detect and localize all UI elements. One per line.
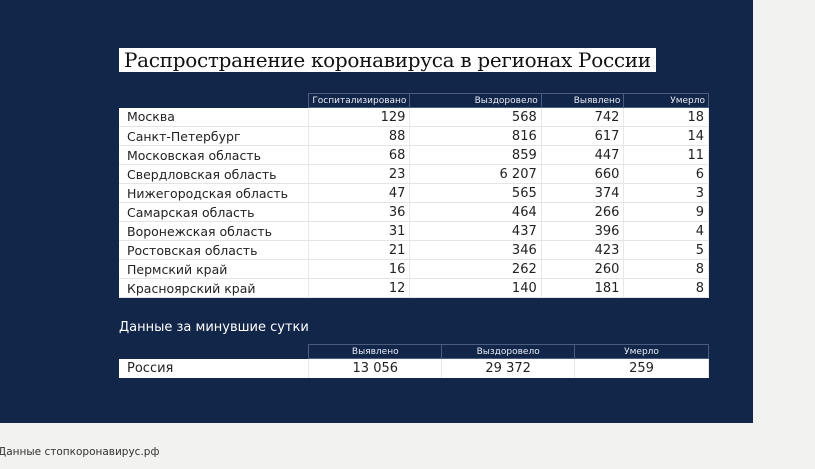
table-row: Свердловская область 23 6 207 660 6 [119,164,709,184]
region-name: Нижегородская область [119,183,310,203]
hospitalized-value: 31 [308,221,411,241]
detected-value: 396 [541,221,625,241]
recovered-value: 6 207 [409,164,542,184]
table-row: Самарская область 36 464 266 9 [119,202,709,222]
table-row: Пермский край 16 262 260 8 [119,259,709,279]
detected-value: 260 [541,259,625,279]
hospitalized-value: 23 [308,164,411,184]
detected-value: 660 [541,164,625,184]
detected-value: 374 [541,183,625,203]
detected-value: 742 [541,107,625,127]
infographic-panel: Распространение коронавируса в регионах … [0,0,753,423]
recovered-value: 859 [409,145,542,165]
source-caption: Данные стопкоронавирус.рф [0,446,160,458]
daily-header-detected: Выявлено [308,344,443,359]
daily-header-died: Умерло [574,344,709,359]
region-name: Воронежская область [119,221,310,241]
table-row: Ростовская область 21 346 423 5 [119,240,709,260]
region-name: Московская область [119,145,310,165]
header-hospitalized: Госпитализировано [308,93,411,108]
daily-header-region [119,345,309,359]
died-value: 8 [623,278,709,298]
recovered-value: 565 [409,183,542,203]
died-value: 6 [623,164,709,184]
table-row: Воронежская область 31 437 396 4 [119,221,709,241]
table-header-row: Госпитализировано Выздоровело Выявлено У… [119,93,709,108]
region-name: Москва [119,107,310,127]
region-name: Пермский край [119,259,310,279]
died-value: 14 [623,126,709,146]
detected-value: 617 [541,126,625,146]
hospitalized-value: 16 [308,259,411,279]
table-row: Санкт-Петербург 88 816 617 14 [119,126,709,146]
recovered-value: 346 [409,240,542,260]
daily-table: Выявлено Выздоровело Умерло Россия 13 05… [119,344,709,378]
daily-header-recovered: Выздоровело [441,344,576,359]
hospitalized-value: 88 [308,126,411,146]
daily-recovered-value: 29 372 [441,358,576,378]
hospitalized-value: 21 [308,240,411,260]
died-value: 5 [623,240,709,260]
detected-value: 447 [541,145,625,165]
hospitalized-value: 129 [308,107,411,127]
recovered-value: 568 [409,107,542,127]
table-row: Москва 129 568 742 18 [119,107,709,127]
died-value: 8 [623,259,709,279]
header-died: Умерло [623,93,709,108]
header-recovered: Выздоровело [409,93,542,108]
daily-detected-value: 13 056 [308,358,443,378]
detected-value: 266 [541,202,625,222]
daily-section-title: Данные за минувшие сутки [119,320,309,335]
died-value: 3 [623,183,709,203]
died-value: 18 [623,107,709,127]
region-name: Самарская область [119,202,310,222]
region-name: Красноярский край [119,278,310,298]
table-row: Красноярский край 12 140 181 8 [119,278,709,298]
detected-value: 181 [541,278,625,298]
header-detected: Выявлено [540,93,625,108]
daily-died-value: 259 [574,358,709,378]
region-name: Ростовская область [119,240,310,260]
died-value: 11 [623,145,709,165]
recovered-value: 262 [409,259,542,279]
died-value: 4 [623,221,709,241]
died-value: 9 [623,202,709,222]
regions-table: Госпитализировано Выздоровело Выявлено У… [119,93,709,298]
hospitalized-value: 68 [308,145,411,165]
recovered-value: 140 [409,278,542,298]
recovered-value: 464 [409,202,542,222]
detected-value: 423 [541,240,625,260]
recovered-value: 437 [409,221,542,241]
hospitalized-value: 36 [308,202,411,222]
page-title: Распространение коронавируса в регионах … [119,48,656,72]
hospitalized-value: 12 [308,278,411,298]
region-name: Свердловская область [119,164,310,184]
region-name: Санкт-Петербург [119,126,310,146]
table-row: Московская область 68 859 447 11 [119,145,709,165]
daily-region-name: Россия [119,358,310,378]
table-row: Нижегородская область 47 565 374 3 [119,183,709,203]
daily-row: Россия 13 056 29 372 259 [119,358,709,378]
hospitalized-value: 47 [308,183,411,203]
daily-header-row: Выявлено Выздоровело Умерло [119,344,709,359]
header-region [119,94,309,108]
recovered-value: 816 [409,126,542,146]
